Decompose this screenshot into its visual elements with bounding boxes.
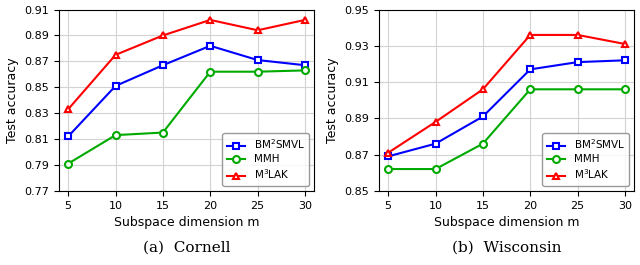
M$^3$LAK bbox=[479, 88, 487, 91]
M$^3$LAK bbox=[432, 120, 440, 123]
BM$^2$SMVL bbox=[254, 59, 262, 62]
BM$^2$SMVL bbox=[112, 84, 120, 87]
BM$^2$SMVL bbox=[574, 60, 582, 64]
M$^3$LAK bbox=[254, 29, 262, 32]
BM$^2$SMVL bbox=[207, 44, 214, 47]
M$^3$LAK bbox=[65, 108, 72, 111]
M$^3$LAK bbox=[527, 33, 534, 37]
MMH bbox=[621, 88, 629, 91]
M$^3$LAK bbox=[574, 33, 582, 37]
Text: (a)  Cornell: (a) Cornell bbox=[143, 240, 230, 254]
Line: MMH: MMH bbox=[65, 67, 308, 167]
MMH bbox=[159, 131, 167, 134]
X-axis label: Subspace dimension m: Subspace dimension m bbox=[434, 216, 579, 229]
X-axis label: Subspace dimension m: Subspace dimension m bbox=[114, 216, 259, 229]
Line: BM$^2$SMVL: BM$^2$SMVL bbox=[385, 57, 628, 160]
M$^3$LAK bbox=[112, 53, 120, 56]
M$^3$LAK bbox=[207, 18, 214, 21]
Line: BM$^2$SMVL: BM$^2$SMVL bbox=[65, 42, 308, 140]
M$^3$LAK bbox=[159, 34, 167, 37]
M$^3$LAK bbox=[621, 42, 629, 46]
BM$^2$SMVL bbox=[65, 135, 72, 138]
MMH bbox=[254, 70, 262, 73]
BM$^2$SMVL bbox=[527, 68, 534, 71]
Line: M$^3$LAK: M$^3$LAK bbox=[65, 16, 308, 113]
MMH bbox=[479, 142, 487, 145]
Legend: BM$^2$SMVL, MMH, M$^3$LAK: BM$^2$SMVL, MMH, M$^3$LAK bbox=[223, 133, 309, 185]
BM$^2$SMVL bbox=[432, 142, 440, 145]
BM$^2$SMVL bbox=[479, 115, 487, 118]
Legend: BM$^2$SMVL, MMH, M$^3$LAK: BM$^2$SMVL, MMH, M$^3$LAK bbox=[543, 133, 629, 185]
M$^3$LAK bbox=[301, 18, 309, 21]
MMH bbox=[385, 167, 392, 171]
Y-axis label: Test accuracy: Test accuracy bbox=[326, 57, 339, 143]
MMH bbox=[301, 69, 309, 72]
Line: MMH: MMH bbox=[385, 86, 628, 173]
MMH bbox=[432, 167, 440, 171]
Text: (b)  Wisconsin: (b) Wisconsin bbox=[452, 240, 561, 254]
MMH bbox=[112, 134, 120, 137]
MMH bbox=[527, 88, 534, 91]
MMH bbox=[574, 88, 582, 91]
BM$^2$SMVL bbox=[621, 59, 629, 62]
Y-axis label: Test accuracy: Test accuracy bbox=[6, 57, 19, 143]
MMH bbox=[207, 70, 214, 73]
BM$^2$SMVL bbox=[159, 64, 167, 67]
Line: M$^3$LAK: M$^3$LAK bbox=[385, 32, 628, 156]
M$^3$LAK bbox=[385, 151, 392, 154]
BM$^2$SMVL bbox=[301, 64, 309, 67]
MMH bbox=[65, 162, 72, 165]
BM$^2$SMVL bbox=[385, 155, 392, 158]
